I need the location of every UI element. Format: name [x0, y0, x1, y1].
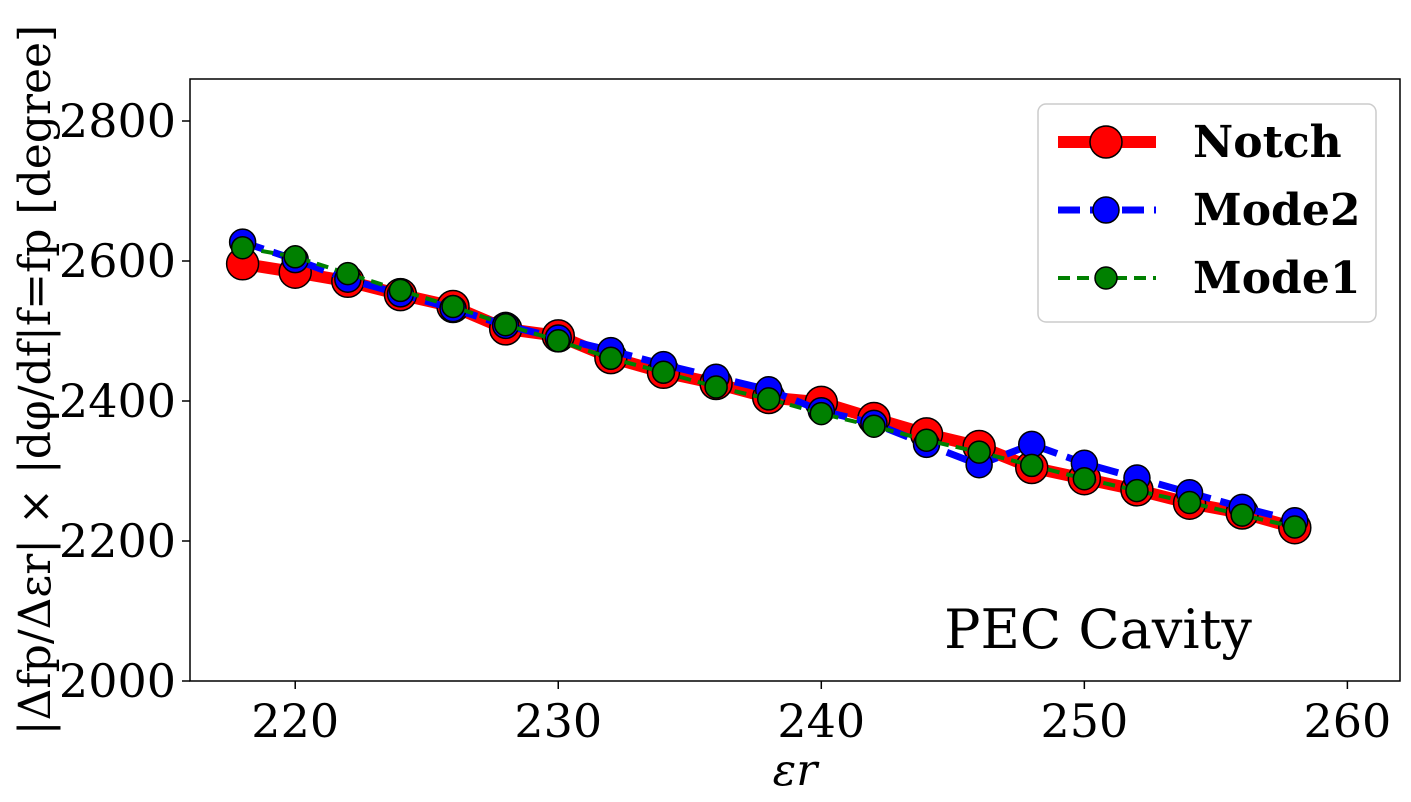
data-point	[1017, 430, 1046, 459]
y-tick-label: 2200	[59, 514, 176, 568]
data-point	[1177, 490, 1202, 515]
axes: 220 230 240 250 260 2000 2200 2400 2600 2800	[59, 94, 1391, 748]
data-point	[230, 235, 255, 260]
legend-marker	[1094, 266, 1118, 290]
data-point	[1283, 515, 1307, 539]
y-tick-label: 2000	[59, 654, 176, 708]
data-point	[388, 278, 413, 303]
y-axis-label: |Δfp/Δεr| × |dφ/df|f=fp [degree]	[10, 25, 61, 735]
annotation-pec-cavity: PEC Cavity	[944, 598, 1252, 661]
data-point	[599, 346, 623, 371]
series-mode1	[230, 235, 1307, 539]
data-point	[809, 401, 834, 426]
data-point	[1125, 478, 1149, 503]
x-tick-label: 230	[514, 694, 602, 748]
x-tick-label: 260	[1303, 694, 1391, 748]
data-point	[1230, 503, 1254, 527]
data-point	[336, 261, 360, 286]
legend-label: Mode2	[1193, 185, 1360, 236]
data-point	[704, 375, 728, 399]
data-point	[862, 414, 886, 438]
data-point	[441, 294, 465, 319]
data-point	[651, 360, 676, 385]
series-line	[242, 245, 1296, 529]
x-tick-label: 220	[251, 694, 339, 748]
legend: Notch Mode2 Mode1	[1037, 103, 1377, 323]
x-axis-label: εr	[773, 745, 821, 796]
legend-label: Notch	[1193, 117, 1342, 168]
legend-marker	[1089, 125, 1123, 159]
y-tick-label: 2400	[59, 374, 176, 428]
series-layer	[225, 228, 1312, 545]
data-point	[1072, 466, 1097, 491]
x-tick-label: 250	[1040, 694, 1128, 748]
data-point	[493, 312, 518, 337]
data-point	[546, 329, 571, 353]
data-point	[283, 245, 307, 269]
legend-label: Mode1	[1193, 253, 1360, 304]
data-point	[967, 440, 991, 464]
data-point	[1019, 453, 1044, 478]
legend-box	[1037, 103, 1377, 323]
y-tick-label: 2600	[59, 234, 176, 288]
x-tick-label: 240	[777, 694, 865, 748]
data-point	[756, 387, 781, 411]
data-point	[914, 428, 939, 452]
legend-marker	[1092, 196, 1120, 224]
y-tick-label: 2800	[59, 94, 176, 148]
